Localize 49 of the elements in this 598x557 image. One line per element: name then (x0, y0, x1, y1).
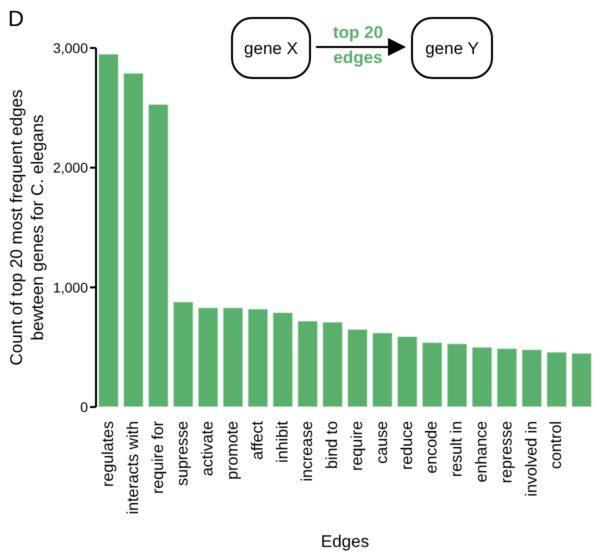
bar (546, 351, 568, 407)
bar (122, 72, 144, 407)
annotation: gene Y (425, 39, 479, 58)
x-tick-label: enhance (473, 420, 490, 482)
text: D (8, 6, 24, 31)
x-tick-label: require for (150, 420, 167, 494)
annotation: gene X (244, 39, 298, 58)
bar (372, 332, 393, 407)
bar (247, 308, 268, 407)
x-tick-label: promote (224, 420, 242, 480)
x-tick-label: reduce (398, 420, 416, 470)
x-tick-label: affect (249, 420, 266, 460)
x-axis-title: Edges (320, 532, 370, 551)
bar (446, 343, 468, 407)
bar (297, 320, 318, 407)
bar (396, 336, 418, 407)
bar (496, 348, 518, 407)
y-tick-label: 2,000 (52, 160, 88, 176)
x-tick-label: cause (374, 420, 391, 464)
x-tick-label: involved in (523, 421, 540, 497)
bar (148, 104, 169, 407)
bar (521, 349, 542, 407)
y-tick-label: 0 (80, 398, 88, 415)
x-tick-label: interacts with (124, 421, 142, 514)
x-tick-label: bind to (324, 420, 342, 470)
bar (222, 307, 244, 407)
x-tick-label: inhibit (274, 420, 292, 463)
bar (322, 322, 344, 407)
bar (198, 307, 219, 407)
x-tick-label: supresse (174, 420, 192, 486)
annotation: top 20 edges (332, 23, 384, 67)
y-tick-label: 3,000 (52, 40, 88, 56)
bar (272, 312, 294, 407)
x-tick-label: activate (200, 420, 217, 476)
bar (422, 342, 443, 407)
x-tick-label: require (348, 420, 366, 471)
bar (571, 352, 592, 407)
x-tick-label: result in (448, 421, 466, 478)
x-tick-label: regulates (100, 421, 117, 487)
bar (98, 53, 119, 407)
y-axis-title: Count of top 20 most frequent edges bewteen genes for C. elegans (7, 90, 47, 366)
x-tick-label: encode (424, 420, 441, 474)
x-tick-label: represse (498, 420, 516, 484)
y-tick-label: 1,000 (52, 279, 88, 296)
bar (471, 346, 492, 407)
bar (346, 328, 368, 407)
bar (172, 301, 194, 407)
x-tick-label: increase (299, 420, 316, 482)
x-tick-label: control (548, 421, 566, 470)
